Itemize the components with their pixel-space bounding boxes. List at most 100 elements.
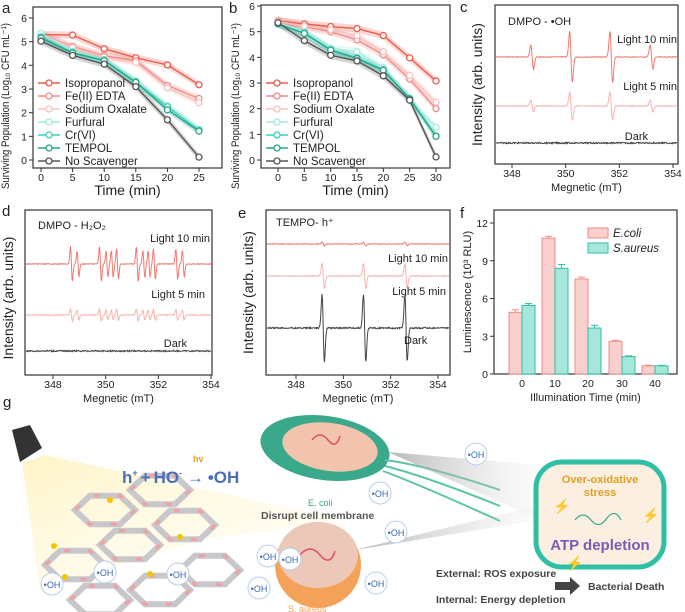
legend-label: No Scavenger	[65, 156, 138, 168]
chart-c-x-axis-label: Megnetic (mT)	[551, 182, 622, 194]
chart-a-plot-frame	[32, 6, 223, 169]
series-line	[40, 37, 200, 132]
series-line	[40, 32, 200, 130]
chart-title: TEMPO- h⁺	[276, 217, 334, 229]
chart-a-y-axis-label: Surviving Population (Log₁₀ CFU mL⁻¹)	[0, 23, 12, 189]
oh-radical-label: •OH	[368, 579, 385, 589]
oh-radical-icon	[247, 576, 271, 600]
spectrum-line	[266, 261, 450, 290]
x-tick-label: 348	[287, 379, 305, 391]
cocatalyst-dot	[51, 543, 57, 549]
oh-radical-label: •OH	[468, 450, 485, 460]
oh-radical-icon	[166, 562, 190, 586]
legend-marker	[273, 144, 281, 152]
x-tick-label: 10	[325, 172, 337, 184]
spectrum-line	[495, 141, 678, 145]
oh-radical-icon	[278, 547, 302, 571]
data-point	[300, 29, 308, 38]
chart-e-plot-frame	[265, 209, 451, 376]
error-band	[41, 33, 199, 134]
x-tick-label: 25	[193, 172, 205, 184]
chart-c: Megnetic (mT) Intensity (arb. units) 348 35…	[469, 4, 682, 194]
data-point	[163, 84, 172, 92]
spectrum-line	[266, 240, 450, 248]
y-tick-label: 6	[482, 294, 488, 306]
x-tick-label: 20	[582, 378, 594, 390]
chart-c-plot-frame	[494, 4, 679, 165]
chart-b-y-axis-label: Surviving Population (Log₁₀ CFU mL⁻¹)	[230, 23, 242, 189]
x-tick-label: 352	[611, 168, 629, 180]
x-tick-label: 354	[664, 168, 682, 180]
lattice-hexagon	[65, 582, 135, 612]
series-line	[40, 33, 200, 104]
chart-e: Megnetic (mT) Intensity (arb. units) 348 35…	[240, 209, 451, 405]
legend-label: Cr(VI)	[65, 130, 96, 142]
series-line	[40, 40, 200, 158]
x-tick-label: 354	[429, 379, 447, 391]
legend-marker	[45, 144, 53, 152]
y-tick-label: 12	[476, 218, 488, 230]
oh-radical-icon	[384, 520, 408, 544]
chart-title: DMPO - •OH	[508, 16, 571, 28]
lattice-node	[42, 549, 108, 581]
lamp-icon	[12, 425, 42, 462]
oh-radical-label: •OH	[251, 584, 268, 594]
chart-f-y-axis-label: Luminescence (10³ RLU)	[462, 231, 474, 353]
oh-radical-label: •OH	[372, 489, 389, 499]
data-point	[37, 37, 45, 45]
internal-label: Internal: Energy depletion	[436, 594, 566, 606]
x-tick-label: 352	[150, 379, 168, 391]
x-tick-label: 0	[275, 172, 281, 184]
oh-radical-icon	[93, 560, 117, 584]
data-point	[432, 98, 440, 106]
data-point	[432, 132, 440, 141]
data-point	[100, 45, 108, 53]
legend-marker	[45, 79, 53, 87]
bacterial-cell	[533, 459, 667, 570]
panel-letter-f: f	[460, 205, 465, 222]
x-tick-label: 354	[202, 379, 220, 391]
cocatalyst-dot	[177, 534, 183, 540]
panel-letter-c: c	[460, 0, 468, 16]
legend-label: Furfural	[65, 117, 105, 129]
legend-marker	[45, 105, 53, 113]
legend-label: No Scavenger	[293, 156, 366, 168]
data-point	[406, 96, 414, 104]
data-point	[432, 105, 440, 113]
legend-marker	[273, 118, 281, 126]
data-point	[195, 81, 203, 89]
x-tick-label: 10	[549, 378, 561, 390]
cocatalyst-dot	[147, 571, 153, 577]
y-tick-label: 2	[21, 108, 27, 120]
legend-label: Sodium Oxalate	[65, 104, 147, 116]
y-tick-label: 6	[249, 1, 255, 13]
legend-marker	[273, 157, 281, 165]
oh-radical-icon	[364, 571, 388, 595]
data-point	[300, 37, 308, 45]
lattice-hexagon	[175, 552, 245, 588]
oh-radical-label: •OH	[260, 552, 277, 562]
data-point	[432, 153, 440, 161]
error-band	[41, 37, 199, 161]
x-tick-label: 348	[503, 168, 521, 180]
data-point	[432, 123, 440, 131]
lattice-node	[97, 529, 163, 561]
trace-label: Light 10 min	[388, 253, 448, 265]
chart-e-y-axis-label: Intensity (arb. units)	[240, 231, 256, 354]
chart-d-x-axis-label: Megnetic (mT)	[83, 393, 154, 405]
legend-swatch	[587, 227, 609, 239]
dna-icon	[574, 512, 622, 526]
trace-label: Light 5 min	[392, 286, 446, 298]
y-tick-label: 0	[21, 155, 27, 167]
y-tick-label: 3	[249, 78, 255, 90]
spectrum-line	[25, 246, 212, 283]
data-point	[195, 153, 203, 161]
lattice-node	[127, 474, 193, 506]
y-tick-label: 1	[249, 129, 255, 141]
lattice-node	[177, 554, 243, 586]
data-point	[379, 72, 387, 80]
bar	[554, 267, 569, 375]
hv-label: hv	[193, 454, 204, 464]
bar	[574, 278, 589, 375]
x-tick-label: 30	[430, 172, 442, 184]
